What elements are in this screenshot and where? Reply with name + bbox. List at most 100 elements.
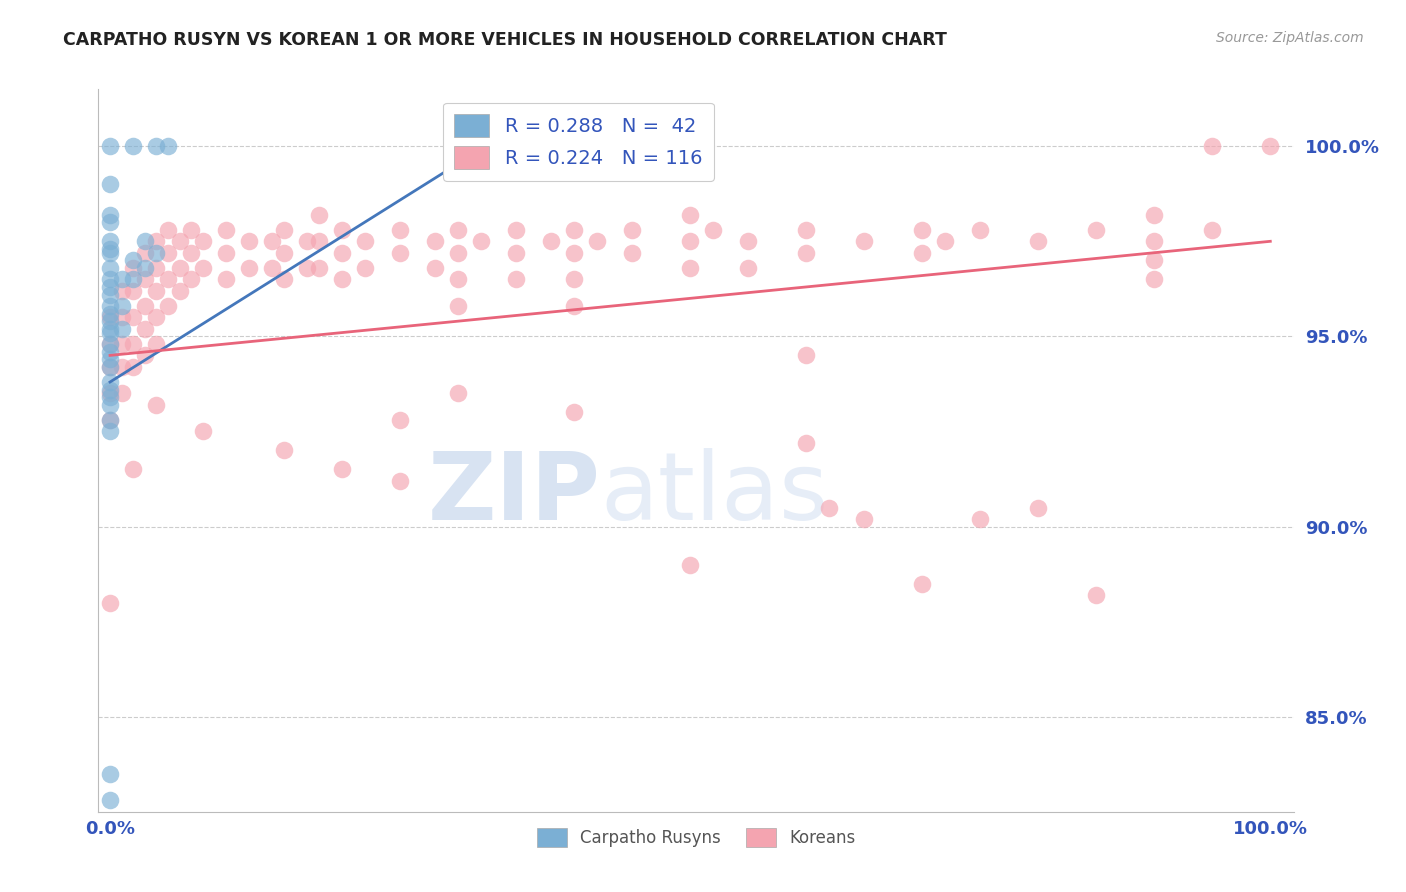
Point — [297, 260, 319, 275]
Point — [98, 307, 121, 321]
Point — [191, 235, 214, 249]
Point — [540, 235, 562, 249]
Point — [122, 462, 145, 476]
Point — [273, 245, 295, 260]
Point — [122, 260, 145, 275]
Point — [215, 272, 238, 286]
Point — [562, 299, 585, 313]
Point — [794, 348, 817, 362]
Point — [98, 208, 121, 222]
Text: atlas: atlas — [600, 448, 828, 540]
Point — [191, 260, 214, 275]
Point — [702, 223, 724, 237]
Point — [98, 413, 121, 427]
Point — [679, 208, 702, 222]
Point — [794, 435, 817, 450]
Point — [238, 260, 260, 275]
Point — [157, 272, 180, 286]
Point — [911, 223, 934, 237]
Point — [737, 235, 759, 249]
Point — [180, 245, 202, 260]
Point — [98, 139, 121, 153]
Point — [911, 245, 934, 260]
Point — [145, 245, 167, 260]
Point — [122, 359, 145, 374]
Point — [621, 245, 644, 260]
Point — [98, 425, 121, 439]
Point — [273, 223, 295, 237]
Point — [180, 272, 202, 286]
Text: ZIP: ZIP — [427, 448, 600, 540]
Point — [505, 272, 527, 286]
Point — [818, 500, 841, 515]
Point — [134, 235, 156, 249]
Point — [98, 766, 121, 780]
Point — [169, 260, 191, 275]
Point — [679, 235, 702, 249]
Point — [169, 235, 191, 249]
Point — [330, 462, 353, 476]
Point — [98, 314, 121, 328]
Point — [470, 235, 492, 249]
Point — [1201, 139, 1223, 153]
Legend: Carpatho Rusyns, Koreans: Carpatho Rusyns, Koreans — [530, 822, 862, 854]
Point — [562, 245, 585, 260]
Point — [111, 272, 134, 286]
Point — [191, 425, 214, 439]
Point — [98, 310, 121, 325]
Point — [215, 223, 238, 237]
Text: Source: ZipAtlas.com: Source: ZipAtlas.com — [1216, 31, 1364, 45]
Point — [157, 223, 180, 237]
Point — [273, 272, 295, 286]
Point — [98, 215, 121, 229]
Point — [134, 245, 156, 260]
Point — [145, 235, 167, 249]
Point — [169, 284, 191, 298]
Point — [562, 223, 585, 237]
Point — [447, 386, 470, 401]
Point — [423, 260, 446, 275]
Point — [262, 235, 284, 249]
Point — [505, 245, 527, 260]
Point — [969, 223, 991, 237]
Point — [98, 326, 121, 340]
Point — [308, 235, 330, 249]
Point — [447, 139, 470, 153]
Point — [794, 223, 817, 237]
Point — [1026, 500, 1049, 515]
Point — [1201, 223, 1223, 237]
Point — [134, 260, 156, 275]
Point — [98, 322, 121, 336]
Point — [111, 310, 134, 325]
Point — [458, 139, 481, 153]
Point — [389, 245, 412, 260]
Point — [911, 576, 934, 591]
Point — [389, 413, 412, 427]
Point — [98, 596, 121, 610]
Point — [180, 223, 202, 237]
Point — [98, 337, 121, 351]
Point — [308, 260, 330, 275]
Point — [122, 310, 145, 325]
Point — [98, 386, 121, 401]
Point — [679, 260, 702, 275]
Point — [621, 223, 644, 237]
Point — [111, 284, 134, 298]
Point — [98, 793, 121, 807]
Point — [934, 235, 956, 249]
Point — [330, 272, 353, 286]
Point — [330, 223, 353, 237]
Point — [308, 208, 330, 222]
Point — [157, 139, 180, 153]
Point — [238, 235, 260, 249]
Point — [505, 139, 527, 153]
Point — [98, 272, 121, 286]
Point — [273, 443, 295, 458]
Point — [1258, 139, 1281, 153]
Point — [389, 474, 412, 488]
Point — [111, 299, 134, 313]
Point — [145, 310, 167, 325]
Point — [1143, 272, 1166, 286]
Point — [447, 299, 470, 313]
Point — [98, 235, 121, 249]
